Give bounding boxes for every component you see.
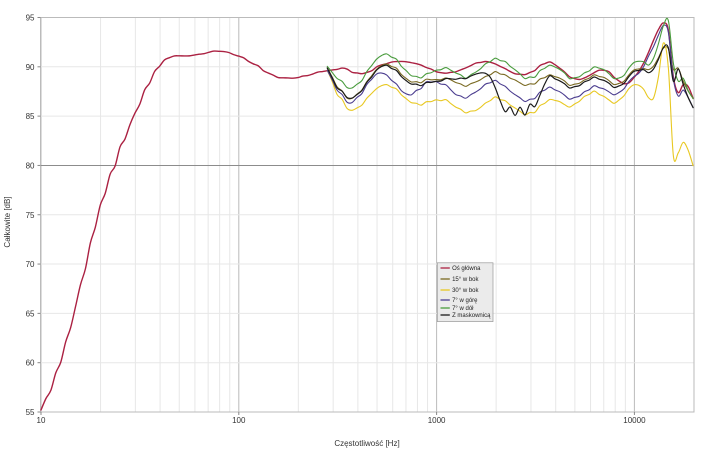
svg-text:7° w dół: 7° w dół bbox=[452, 306, 474, 312]
svg-text:1000: 1000 bbox=[428, 416, 446, 425]
svg-text:Oś główna: Oś główna bbox=[452, 266, 481, 272]
svg-text:7° w górę: 7° w górę bbox=[452, 298, 478, 304]
svg-text:10000: 10000 bbox=[623, 416, 646, 425]
svg-text:30° w bok: 30° w bok bbox=[452, 288, 479, 294]
svg-text:Całkowite [dB]: Całkowite [dB] bbox=[3, 196, 12, 247]
svg-text:95: 95 bbox=[26, 14, 35, 23]
svg-text:100: 100 bbox=[232, 416, 246, 425]
svg-text:Częstotliwość [Hz]: Częstotliwość [Hz] bbox=[334, 439, 399, 448]
svg-text:85: 85 bbox=[26, 112, 35, 121]
svg-text:75: 75 bbox=[26, 211, 35, 220]
svg-text:80: 80 bbox=[26, 161, 35, 170]
svg-text:65: 65 bbox=[26, 309, 35, 318]
svg-text:15° w bok: 15° w bok bbox=[452, 277, 479, 283]
svg-text:90: 90 bbox=[26, 63, 35, 72]
svg-text:55: 55 bbox=[26, 408, 35, 417]
svg-text:60: 60 bbox=[26, 359, 35, 368]
svg-text:70: 70 bbox=[26, 260, 35, 269]
svg-text:10: 10 bbox=[37, 416, 46, 425]
svg-text:Z maskownicą: Z maskownicą bbox=[452, 313, 491, 319]
